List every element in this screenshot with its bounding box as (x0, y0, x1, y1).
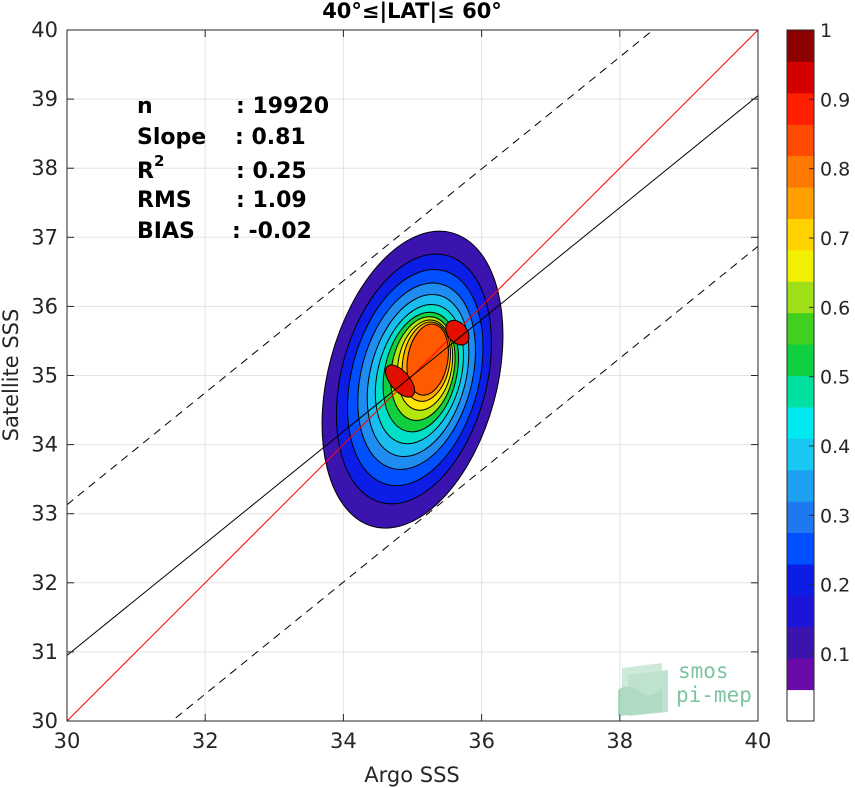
colorbar-frame (786, 29, 815, 722)
stat-value: : 19920 (236, 94, 329, 119)
stat-value: : -0.02 (232, 219, 312, 244)
logo-text-smos: smos (678, 659, 729, 683)
colorbar-tick-label: 0.9 (820, 89, 850, 111)
contour-level-0.9 (385, 364, 416, 398)
stat-label: BIAS (137, 219, 195, 244)
colorbar-segment (787, 155, 814, 188)
colorbar-segment (787, 218, 814, 251)
x-axis-label: Argo SSS (364, 763, 459, 787)
colorbar-segment (787, 626, 814, 659)
line-fit (67, 95, 758, 656)
stat-label: n (137, 94, 153, 119)
colorbar-tick-label: 0.5 (820, 367, 850, 389)
colorbar-segment (787, 563, 814, 596)
y-tick-label: 40 (31, 18, 58, 42)
colorbar-segment (787, 344, 814, 376)
logo-text-pimep: pi-mep (676, 683, 752, 707)
x-axis-ticks: 30 32 34 36 38 40 (54, 30, 772, 753)
smos-pimep-logo: smos pi-mep (618, 659, 752, 716)
y-axis-ticks: 30 31 32 33 34 35 36 37 38 39 40 (31, 18, 758, 733)
stat-value: : 1.09 (236, 188, 307, 213)
x-tick-label: 36 (468, 729, 495, 753)
colorbar-tick-label: 0.1 (820, 644, 850, 666)
contour-level-0.9 (445, 319, 470, 346)
colorbar-tick-label: 0.3 (820, 505, 850, 527)
colorbar-tick-label: 0.4 (820, 436, 850, 458)
y-tick-label: 39 (31, 87, 58, 111)
x-tick-label: 40 (745, 729, 772, 753)
colorbar-segment (787, 689, 814, 722)
y-tick-label: 38 (31, 156, 58, 180)
colorbar-tick-label: 1 (820, 20, 832, 42)
colorbar-segment (787, 469, 814, 502)
colorbar-segment (787, 249, 814, 282)
colorbar-tick-label: 0.7 (820, 228, 850, 250)
y-tick-label: 30 (31, 709, 58, 733)
colorbar-tick-label: 0.2 (820, 575, 850, 597)
colorbar-segment (787, 124, 814, 157)
colorbar-segment (787, 281, 814, 314)
stat-label: Slope (137, 125, 206, 150)
colorbar-ticks: 0.1 0.2 0.3 0.4 0.5 0.6 0.7 0.8 0.9 1 (809, 20, 850, 666)
colorbar-segment (787, 658, 814, 691)
y-tick-label: 33 (31, 502, 58, 526)
colorbar-segment (787, 312, 814, 345)
colorbar-segment (787, 187, 814, 219)
y-axis-label: Satellite SSS (0, 309, 23, 442)
colorbar-segment (787, 92, 814, 125)
colorbar-segment (787, 595, 814, 628)
colorbar-segment (787, 30, 814, 62)
colorbar-segment (787, 501, 814, 534)
colorbar-segment (787, 406, 814, 439)
x-tick-label: 34 (330, 729, 357, 753)
colorbar-segment (787, 438, 814, 471)
colorbar-segment (787, 375, 814, 408)
x-tick-label: 32 (192, 729, 219, 753)
colorbar-tick-label: 0.6 (820, 297, 850, 319)
y-tick-label: 35 (31, 364, 58, 388)
colorbar (787, 30, 814, 722)
stat-value: : 0.25 (236, 159, 307, 184)
stat-label-superscript: 2 (154, 152, 164, 170)
x-tick-label: 38 (606, 729, 633, 753)
logo-waves-icon (618, 663, 668, 716)
y-tick-label: 37 (31, 225, 58, 249)
stat-value: : 0.81 (235, 125, 306, 150)
y-tick-label: 32 (31, 571, 58, 595)
colorbar-tick-label: 0.8 (820, 159, 850, 181)
reference-lines (67, 30, 758, 721)
colorbar-segment (787, 61, 814, 94)
x-tick-label: 30 (54, 729, 81, 753)
colorbar-segment (787, 532, 814, 565)
y-tick-label: 31 (31, 640, 58, 664)
chart-title: 40°≤|LAT|≤ 60° (322, 0, 502, 24)
y-tick-label: 34 (31, 433, 58, 457)
stat-label: RMS (137, 188, 192, 213)
density-contours (321, 230, 504, 529)
y-tick-label: 36 (31, 294, 58, 318)
